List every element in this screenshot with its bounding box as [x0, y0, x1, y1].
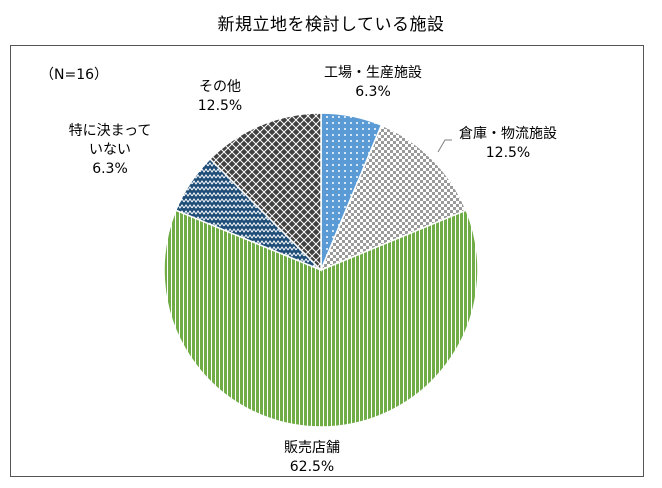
label-other: その他 12.5% [180, 78, 260, 116]
sample-size-label: （N=16） [40, 67, 109, 83]
label-other-value: 12.5% [197, 98, 243, 114]
label-undecided: 特に決まって いない 6.3% [60, 122, 160, 179]
label-factory-name: 工場・生産施設 [324, 65, 422, 81]
slice-retail [163, 209, 479, 428]
slice-other [209, 112, 322, 272]
label-factory-value: 6.3% [355, 84, 391, 100]
chart-frame [10, 45, 644, 477]
label-retail-name: 販売店舗 [284, 440, 340, 456]
chart-title: 新規立地を検討している施設 [217, 15, 445, 35]
label-other-name: その他 [199, 79, 241, 95]
label-retail-value: 62.5% [289, 459, 335, 475]
label-retail: 販売店舗 62.5% [262, 439, 362, 477]
label-undecided-name-line1: 特に決まって [68, 123, 152, 139]
label-undecided-name-line2: いない [89, 142, 131, 158]
slice-warehouse [319, 124, 468, 272]
label-warehouse-value: 12.5% [485, 145, 531, 161]
label-warehouse: 倉庫・物流施設 12.5% [448, 125, 568, 163]
label-warehouse-name: 倉庫・物流施設 [459, 126, 557, 142]
label-undecided-value: 6.3% [92, 161, 128, 177]
label-factory: 工場・生産施設 6.3% [318, 64, 428, 102]
leader-line-warehouse [437, 139, 452, 153]
